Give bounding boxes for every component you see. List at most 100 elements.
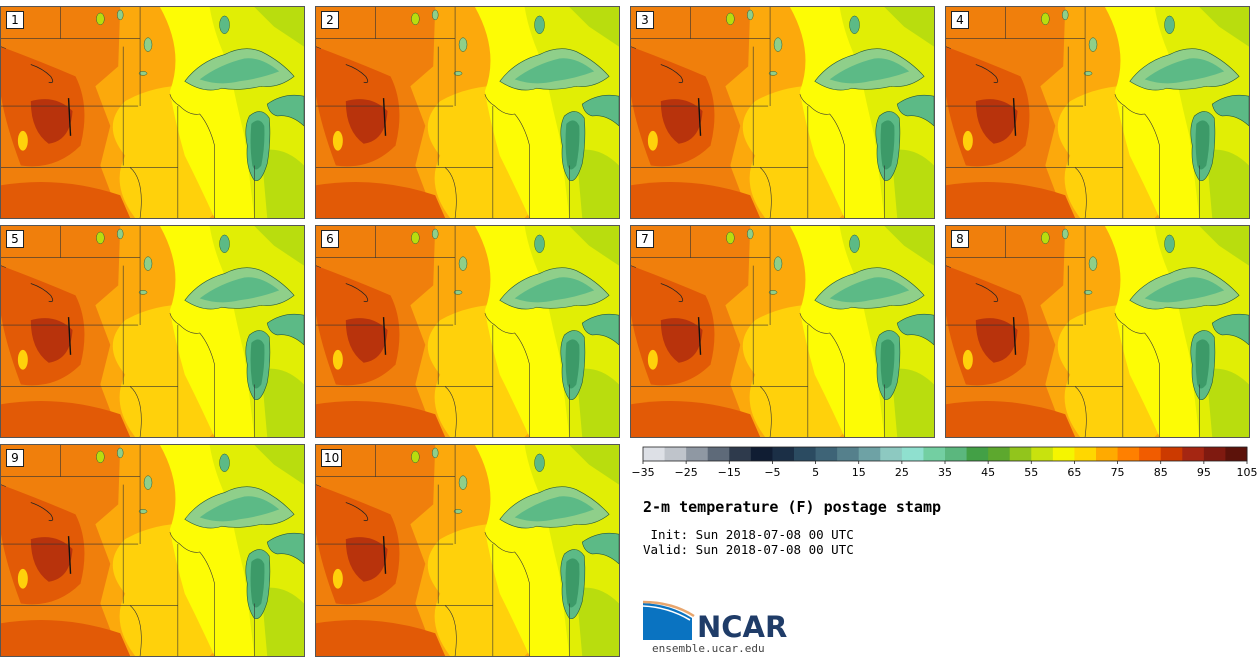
- wisconsin-border: [484, 94, 530, 146]
- lake-nipigon: [219, 234, 230, 253]
- lake-of-the-woods: [773, 256, 783, 271]
- temp-zone-green-north: [1199, 7, 1249, 47]
- init-time: Init: Sun 2018-07-08 00 UTC: [643, 527, 854, 542]
- colorbar-swatch: [837, 447, 860, 461]
- colorbar-tick-label: −5: [764, 466, 781, 479]
- colorbar-swatch: [988, 447, 1011, 461]
- wisconsin-border: [799, 94, 845, 146]
- lake-huron: [266, 532, 304, 565]
- temperature-map: [1, 445, 304, 656]
- temp-zone-green-east: [576, 368, 619, 437]
- site-url: ensemble.ucar.edu: [652, 642, 765, 655]
- missouri-river: [345, 64, 369, 84]
- river-segment: [67, 98, 72, 136]
- map-panel-2: 2: [315, 6, 620, 219]
- river-segment: [67, 317, 72, 355]
- lake-red: [768, 71, 778, 76]
- temp-zone-hot-south: [316, 182, 446, 218]
- lake-superior-inner: [514, 496, 595, 522]
- temp-zone-very-hot: [345, 537, 388, 582]
- river-segment: [1012, 98, 1017, 136]
- lake-nipigon: [219, 453, 230, 472]
- temp-zone-highland: [962, 130, 973, 151]
- temp-zone-green-north: [254, 445, 304, 485]
- missouri-river: [975, 283, 999, 303]
- temp-zone-highland: [17, 130, 28, 151]
- temp-zone-hot-south: [316, 620, 446, 656]
- lake-huron: [581, 94, 619, 127]
- lake-michigan-inner: [880, 339, 895, 389]
- lake-of-the-woods: [143, 475, 153, 490]
- lake-manitoba: [116, 447, 124, 459]
- lake-winnipeg: [411, 231, 420, 245]
- lake-winnipeg: [1041, 12, 1050, 26]
- river-segment: [382, 536, 387, 574]
- panel-number: 6: [321, 230, 339, 248]
- colorbar-swatch: [923, 447, 946, 461]
- temp-zone-hot-south: [316, 401, 446, 437]
- temp-zone-green-east: [261, 368, 304, 437]
- missouri-river: [660, 64, 684, 84]
- temp-zone-green-north: [569, 445, 619, 485]
- river-segment: [697, 98, 702, 136]
- lake-nipigon: [1164, 234, 1175, 253]
- colorbar-swatch: [1160, 447, 1183, 461]
- panel-number: 4: [951, 11, 969, 29]
- lake-red: [138, 509, 148, 514]
- temp-zone-green-east: [261, 587, 304, 656]
- map-panel-10: 10: [315, 444, 620, 657]
- temp-zone-very-hot: [30, 99, 73, 144]
- lake-huron: [266, 313, 304, 346]
- temp-zone-green-east: [891, 368, 934, 437]
- temp-zone-very-hot: [975, 318, 1018, 363]
- colorbar-tick-label: 85: [1153, 466, 1168, 479]
- colorbar-swatch: [729, 447, 752, 461]
- river-segment: [382, 98, 387, 136]
- lake-of-the-woods: [458, 37, 468, 52]
- panel-number: 2: [321, 11, 339, 29]
- lake-huron: [1211, 94, 1249, 127]
- wisconsin-border: [1114, 313, 1160, 365]
- temperature-map: [316, 445, 619, 656]
- lake-huron: [896, 313, 934, 346]
- lake-huron: [581, 532, 619, 565]
- colorbar-swatch: [772, 447, 795, 461]
- temp-zone-very-hot: [975, 99, 1018, 144]
- missouri-river: [30, 502, 54, 522]
- lake-superior-inner: [1144, 58, 1225, 84]
- colorbar-swatch: [707, 447, 730, 461]
- lake-michigan-inner: [565, 120, 580, 170]
- lake-huron: [1211, 313, 1249, 346]
- colorbar-tick-label: −35: [631, 466, 655, 479]
- wisconsin-border: [1114, 94, 1160, 146]
- temperature-map: [316, 226, 619, 437]
- lake-michigan-inner: [565, 558, 580, 608]
- colorbar-swatch: [815, 447, 838, 461]
- colorbar-swatch: [1139, 447, 1162, 461]
- colorbar-swatch: [750, 447, 773, 461]
- panel-number: 3: [636, 11, 654, 29]
- temperature-map: [631, 7, 934, 218]
- lake-superior-inner: [514, 58, 595, 84]
- missouri-river: [30, 283, 54, 303]
- river-segment: [67, 536, 72, 574]
- colorbar-swatch: [1052, 447, 1075, 461]
- lake-michigan-inner: [250, 120, 265, 170]
- river-segment: [382, 317, 387, 355]
- lake-manitoba: [431, 9, 439, 21]
- wisconsin-border: [484, 532, 530, 584]
- map-panel-4: 4: [945, 6, 1250, 219]
- lake-red: [768, 290, 778, 295]
- lake-red: [453, 509, 463, 514]
- lake-manitoba: [431, 228, 439, 240]
- wisconsin-border: [169, 313, 215, 365]
- temp-zone-hot-south: [1, 401, 131, 437]
- lake-michigan-inner: [1195, 120, 1210, 170]
- lake-michigan-inner: [565, 339, 580, 389]
- temp-zone-highland: [332, 349, 343, 370]
- missouri-river: [660, 283, 684, 303]
- colorbar-swatch: [686, 447, 709, 461]
- lake-winnipeg: [96, 450, 105, 464]
- wisconsin-border: [169, 94, 215, 146]
- ncar-logo-icon: [642, 600, 695, 640]
